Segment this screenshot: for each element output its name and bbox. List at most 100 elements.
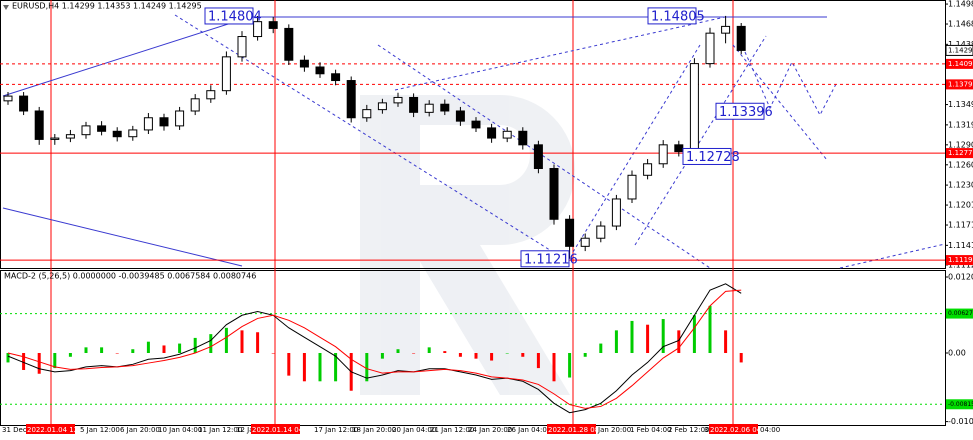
level-label: 1.13793 [948, 80, 973, 88]
candle-body [580, 237, 590, 247]
histogram-bar [131, 349, 135, 354]
candle-body [190, 98, 200, 112]
x-tick-label: 3 [704, 426, 708, 434]
candle-body [393, 96, 403, 104]
histogram-bar [84, 347, 88, 354]
macd-title: MACD-2 (5,26,5) 0.0000000 -0.0039485 0.0… [4, 272, 256, 281]
candle-body [565, 218, 575, 247]
x-tick-label: 04:00 [760, 426, 780, 434]
histogram-bar [724, 330, 728, 354]
histogram-bar [256, 332, 260, 354]
candle-body [409, 96, 419, 113]
y-tick-label: 1.14980 [948, 0, 973, 9]
y-tick-label: 1.14385 [948, 40, 973, 49]
candle-body [299, 59, 309, 68]
histogram-bar [505, 353, 509, 354]
level-label-bg [946, 58, 973, 69]
price-title: EURUSD,H4 1.14299 1.14353 1.14249 1.1429… [12, 2, 202, 11]
macd-line [7, 289, 742, 409]
x-tick-label: 6 Jan 20:00 [120, 426, 160, 434]
histogram-bar [100, 347, 104, 354]
candle-body [175, 110, 185, 127]
candle-body [689, 63, 699, 153]
histogram-bar [115, 353, 119, 354]
y-tick-label: 1.14685 [948, 20, 973, 29]
candle-body [627, 174, 637, 200]
y-tick-label: 1.13495 [948, 100, 973, 109]
candle-body [518, 130, 528, 146]
level-label-bg [946, 399, 973, 410]
candle-body [253, 21, 263, 38]
x-tick-label: 18 Jan 20:00 [352, 426, 396, 434]
candle-body [455, 110, 465, 122]
price-label: 1.12728 [686, 150, 740, 165]
level-label-bg [946, 308, 973, 319]
candle-body [237, 36, 247, 58]
x-tick-label: 5 Jan 12:00 [80, 426, 120, 434]
price-label-box [715, 102, 765, 120]
candle-body [502, 130, 512, 139]
candle-body [221, 56, 231, 92]
histogram-bar [614, 330, 618, 354]
level-label: 1.11197 [948, 256, 973, 264]
histogram-bar [583, 353, 587, 357]
candle-body [34, 110, 44, 140]
x-tick-label: 2022.02.06 04:00 [710, 426, 772, 434]
candle-body [362, 109, 372, 119]
histogram-bar [209, 334, 213, 354]
histogram-bar [146, 341, 150, 354]
y-tick-label: 1.13195 [948, 120, 973, 129]
candle-body [346, 80, 356, 119]
candle-body [487, 127, 497, 139]
candle-body [674, 144, 684, 153]
histogram-bar [162, 345, 166, 354]
histogram-bar [630, 320, 634, 354]
candle-body [611, 198, 621, 227]
histogram-bar [474, 353, 478, 359]
candle-body [658, 144, 668, 165]
histogram-bar [739, 353, 743, 363]
histogram-bar [224, 327, 228, 354]
y-tick-label: 1.11715 [948, 221, 973, 230]
histogram-bar [396, 349, 400, 354]
y-tick-label: 1.12605 [948, 160, 973, 169]
candle-body [19, 95, 29, 112]
histogram-bar [240, 330, 244, 354]
histogram-bar [427, 347, 431, 354]
histogram-bar [380, 353, 384, 359]
histogram-bar [521, 353, 525, 357]
candle-body [284, 27, 294, 61]
candle-body [65, 134, 75, 139]
level-label-bg [946, 148, 973, 159]
level-label: 1.14096 [948, 60, 973, 68]
x-tick-label: 31 Dec 20 [2, 426, 38, 434]
candle-body [159, 117, 169, 127]
price-label: 1.14804 [208, 9, 262, 24]
price-label: 1.11216 [524, 252, 578, 267]
x-tick-label: 10 Jan 04:00 [158, 426, 202, 434]
time-markers [50, 0, 734, 426]
histogram-bar [287, 353, 291, 376]
histogram-bar [6, 353, 10, 363]
candle-body [596, 225, 606, 239]
histogram-bar [37, 353, 41, 374]
histogram-bar [661, 319, 665, 354]
y-tick-label: -0.0109094 [948, 417, 973, 426]
x-tick-label: 24 Jan 20:00 [468, 426, 512, 434]
level-label: -0.0081554 [948, 401, 973, 408]
candle-body [643, 163, 653, 176]
candle-body [721, 25, 731, 34]
candle-body [533, 144, 543, 170]
histogram-bar [490, 353, 494, 361]
candle-body [424, 103, 434, 113]
candle-body [331, 73, 341, 82]
y-tick-label: 0.00 [948, 349, 966, 358]
candle-body [81, 125, 91, 136]
price-label: 1.13396 [719, 105, 773, 120]
candle-body [377, 102, 387, 111]
candle-body [705, 32, 715, 65]
x-tick-label: Jan 20:00 [597, 426, 631, 434]
price-label-box [682, 147, 732, 165]
